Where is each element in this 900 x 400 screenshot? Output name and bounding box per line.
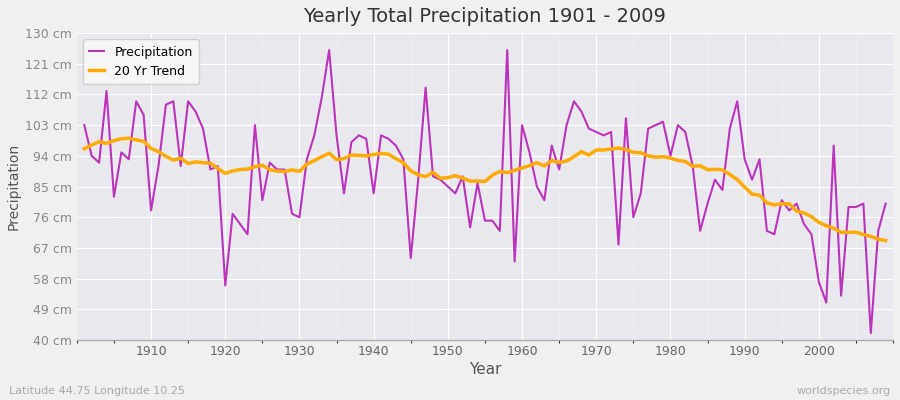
Precipitation (517, 123, 527, 128)
20 Yr Trend (613, 146, 624, 150)
Precipitation (880, 201, 891, 206)
20 Yr Trend (524, 163, 535, 168)
Precipitation (302, 157, 312, 162)
Precipitation (139, 112, 149, 117)
Line: 20 Yr Trend: 20 Yr Trend (85, 138, 886, 240)
Precipitation (866, 331, 877, 336)
Precipitation (79, 123, 90, 128)
Precipitation (524, 150, 535, 155)
Precipitation (613, 242, 624, 247)
20 Yr Trend (123, 136, 134, 140)
20 Yr Trend (146, 146, 157, 151)
Legend: Precipitation, 20 Yr Trend: Precipitation, 20 Yr Trend (83, 39, 199, 84)
20 Yr Trend (309, 158, 320, 163)
20 Yr Trend (79, 146, 90, 151)
20 Yr Trend (354, 153, 364, 158)
Text: Latitude 44.75 Longitude 10.25: Latitude 44.75 Longitude 10.25 (9, 386, 185, 396)
Text: worldspecies.org: worldspecies.org (796, 386, 891, 396)
20 Yr Trend (517, 166, 527, 170)
Precipitation (324, 48, 335, 52)
Title: Yearly Total Precipitation 1901 - 2009: Yearly Total Precipitation 1901 - 2009 (303, 7, 666, 26)
20 Yr Trend (880, 238, 891, 243)
X-axis label: Year: Year (469, 362, 501, 377)
Precipitation (354, 133, 364, 138)
Y-axis label: Precipitation: Precipitation (7, 143, 21, 230)
Line: Precipitation: Precipitation (85, 50, 886, 333)
